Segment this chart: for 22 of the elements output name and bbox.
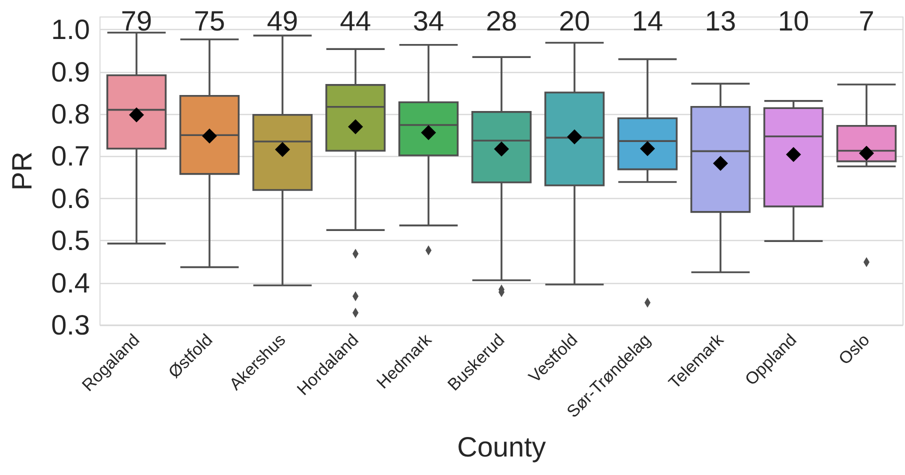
y-tick-label: 0.9 [51,56,90,88]
annotation: 44 [340,6,372,36]
annotation: 14 [632,6,664,36]
y-axis-title: PR [6,152,38,190]
y-tick-label: 0.8 [51,98,90,130]
annotation: 13 [704,6,736,36]
x-axis-title: County [457,432,546,462]
annotation: 28 [486,6,518,36]
annotation: 79 [120,6,152,36]
y-tick-label: 0.5 [51,225,90,256]
y-tick-label: 0.6 [51,182,90,214]
annotation: 7 [858,6,874,36]
x-tick-label: Oslo [835,330,874,368]
annotation: 10 [778,6,810,36]
y-tick-label: 0.4 [51,267,90,298]
annotation: 75 [194,6,226,36]
annotation: 34 [412,6,444,36]
annotation: 20 [558,6,590,36]
y-tick-label: 0.3 [51,310,90,340]
annotation: 49 [266,6,298,36]
y-tick-label: 1.0 [51,14,90,46]
y-tick-label: 0.7 [51,140,90,172]
